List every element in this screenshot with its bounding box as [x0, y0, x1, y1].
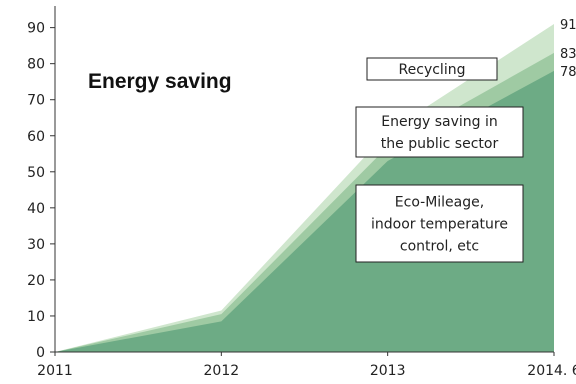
- chart-title: Energy saving: [88, 70, 232, 93]
- end-value-label: 91: [560, 18, 576, 33]
- end-value-labels: 91 83 78: [560, 18, 576, 80]
- series-label-boxes: Recycling Energy saving in the public sect…: [355, 57, 524, 263]
- y-axis-ticks: 0 10 20 30 40 50 60 70 80 90: [27, 21, 55, 361]
- x-tick-label: 2012: [204, 363, 240, 379]
- y-tick-label: 60: [27, 129, 45, 145]
- x-tick-label: 2011: [37, 363, 73, 379]
- series-label-text: Recycling: [399, 62, 466, 78]
- end-value-label: 78: [560, 65, 576, 80]
- y-tick-label: 40: [27, 201, 45, 217]
- series-label-box: [355, 184, 524, 263]
- series-label-text: Eco-Mileage,: [395, 195, 484, 211]
- y-tick-label: 10: [27, 309, 45, 325]
- series-label-box: [366, 57, 498, 81]
- y-tick-label: 0: [36, 345, 45, 361]
- y-tick-label: 20: [27, 273, 45, 289]
- y-tick-label: 80: [27, 57, 45, 73]
- series-label-text: control, etc: [400, 239, 479, 255]
- end-value-label: 83: [560, 47, 576, 62]
- series-label-text: indoor temperature: [371, 217, 508, 233]
- series-label-text: the public sector: [381, 136, 499, 152]
- y-tick-label: 50: [27, 165, 45, 181]
- series-label-text: Energy saving in: [381, 114, 497, 130]
- x-tick-label: 2014. 6: [527, 363, 576, 379]
- y-tick-label: 30: [27, 237, 45, 253]
- y-tick-label: 70: [27, 93, 45, 109]
- series-label-box: [355, 106, 524, 158]
- y-tick-label: 90: [27, 21, 45, 37]
- x-tick-label: 2013: [370, 363, 406, 379]
- x-axis-ticks: 2011 2012 2013 2014. 6: [37, 352, 576, 379]
